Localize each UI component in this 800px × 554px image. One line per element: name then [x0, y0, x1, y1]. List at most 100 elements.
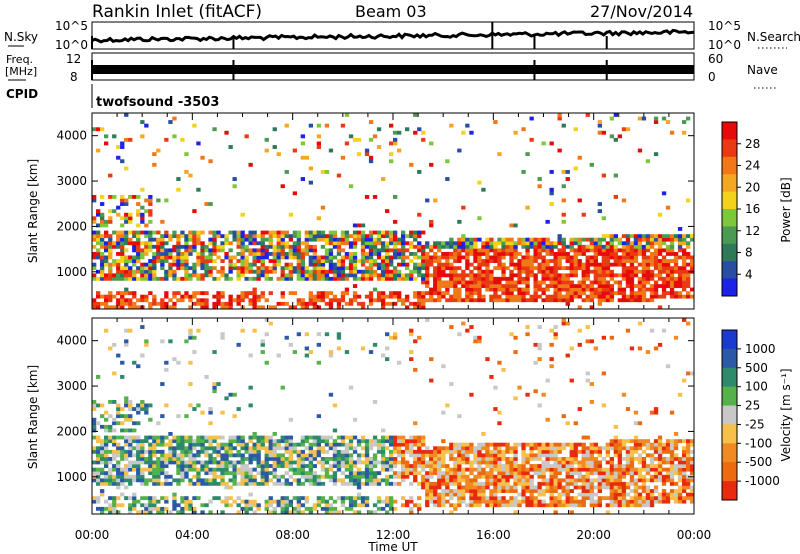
range-time-cell [533, 389, 538, 394]
range-time-cell [192, 474, 197, 479]
range-time-cell [224, 457, 229, 461]
range-time-cell [509, 446, 514, 451]
range-time-cell [132, 474, 137, 479]
range-time-cell [316, 230, 322, 235]
range-time-cell [437, 280, 442, 285]
range-time-cell [389, 141, 394, 146]
range-time-cell [381, 499, 386, 504]
range-time-cell [340, 294, 346, 299]
range-time-cell [352, 449, 358, 454]
range-time-cell [461, 248, 466, 253]
range-time-cell [312, 266, 318, 271]
range-time-cell [152, 269, 157, 274]
range-time-cell [453, 255, 458, 260]
range-time-cell [429, 460, 434, 465]
range-time-cell [601, 481, 607, 486]
range-time-cell [288, 276, 294, 281]
range-time-cell [128, 400, 133, 404]
range-time-cell [124, 442, 129, 447]
range-time-cell [537, 237, 542, 242]
range-time-cell [296, 230, 302, 235]
range-time-cell [549, 453, 554, 458]
range-time-cell [677, 266, 683, 271]
range-time-cell [224, 276, 229, 281]
range-time-cell [393, 130, 398, 135]
range-time-cell [453, 241, 458, 246]
range-time-cell [344, 474, 350, 479]
range-time-cell [140, 187, 145, 192]
range-time-cell [686, 273, 691, 278]
range-time-cell [200, 503, 205, 508]
range-time-cell [393, 234, 398, 239]
range-time-cell [493, 120, 498, 124]
range-time-cell [204, 305, 209, 310]
range-time-cell [401, 276, 406, 281]
range-time-cell [629, 478, 635, 483]
range-time-cell [212, 244, 217, 249]
range-time-cell [617, 259, 623, 263]
range-time-cell [657, 273, 663, 278]
range-time-cell [348, 298, 354, 303]
range-time-cell [537, 280, 542, 285]
range-time-cell [120, 481, 125, 486]
range-time-cell [300, 255, 306, 260]
range-time-cell [172, 435, 177, 440]
range-time-cell [188, 499, 193, 504]
range-time-cell [304, 499, 310, 504]
range-time-cell [96, 276, 101, 281]
range-time-cell [232, 255, 237, 260]
range-time-cell [385, 439, 390, 444]
range-time-cell [260, 291, 265, 296]
range-time-cell [653, 407, 659, 411]
range-time-cell [405, 474, 410, 479]
range-time-cell [397, 255, 402, 260]
range-time-cell [593, 467, 599, 472]
range-time-cell [545, 248, 550, 253]
range-time-cell [148, 241, 153, 246]
range-time-cell [264, 467, 269, 472]
range-time-cell [144, 241, 149, 246]
range-time-cell [641, 259, 647, 263]
range-time-cell [637, 291, 643, 296]
range-time-cell [100, 273, 105, 278]
range-time-cell [104, 262, 109, 267]
range-time-cell [300, 496, 306, 501]
range-time-cell [300, 449, 306, 454]
range-time-cell [160, 276, 165, 281]
range-time-cell [633, 492, 639, 497]
range-time-cell [356, 485, 362, 490]
range-time-cell [372, 237, 378, 242]
range-time-cell [493, 255, 498, 260]
range-time-cell [296, 269, 302, 274]
range-time-cell [372, 400, 378, 404]
range-time-cell [208, 159, 213, 164]
range-time-cell [272, 432, 277, 436]
range-time-cell [637, 492, 643, 497]
range-time-cell [212, 460, 217, 465]
range-time-cell [204, 266, 209, 271]
range-time-cell [673, 489, 679, 493]
range-time-cell [529, 489, 534, 493]
range-time-cell [501, 457, 506, 461]
range-time-cell [657, 499, 663, 504]
range-time-cell [593, 503, 599, 508]
range-time-cell [690, 287, 695, 292]
range-time-cell [144, 223, 149, 228]
range-time-cell [288, 449, 294, 454]
range-time-cell [593, 252, 599, 256]
range-time-cell [613, 489, 619, 493]
range-time-cell [116, 471, 121, 476]
range-time-cell [682, 130, 687, 135]
range-time-cell [224, 485, 229, 490]
range-time-cell [368, 230, 374, 235]
range-time-cell [316, 305, 322, 310]
range-time-cell [112, 449, 117, 454]
range-time-cell [593, 478, 599, 483]
range-time-cell [653, 116, 659, 121]
range-time-cell [360, 474, 366, 479]
range-time-cell [276, 276, 281, 281]
range-time-cell [686, 492, 691, 497]
range-time-cell [661, 241, 667, 246]
range-time-cell [409, 252, 414, 256]
range-time-cell [677, 255, 683, 260]
